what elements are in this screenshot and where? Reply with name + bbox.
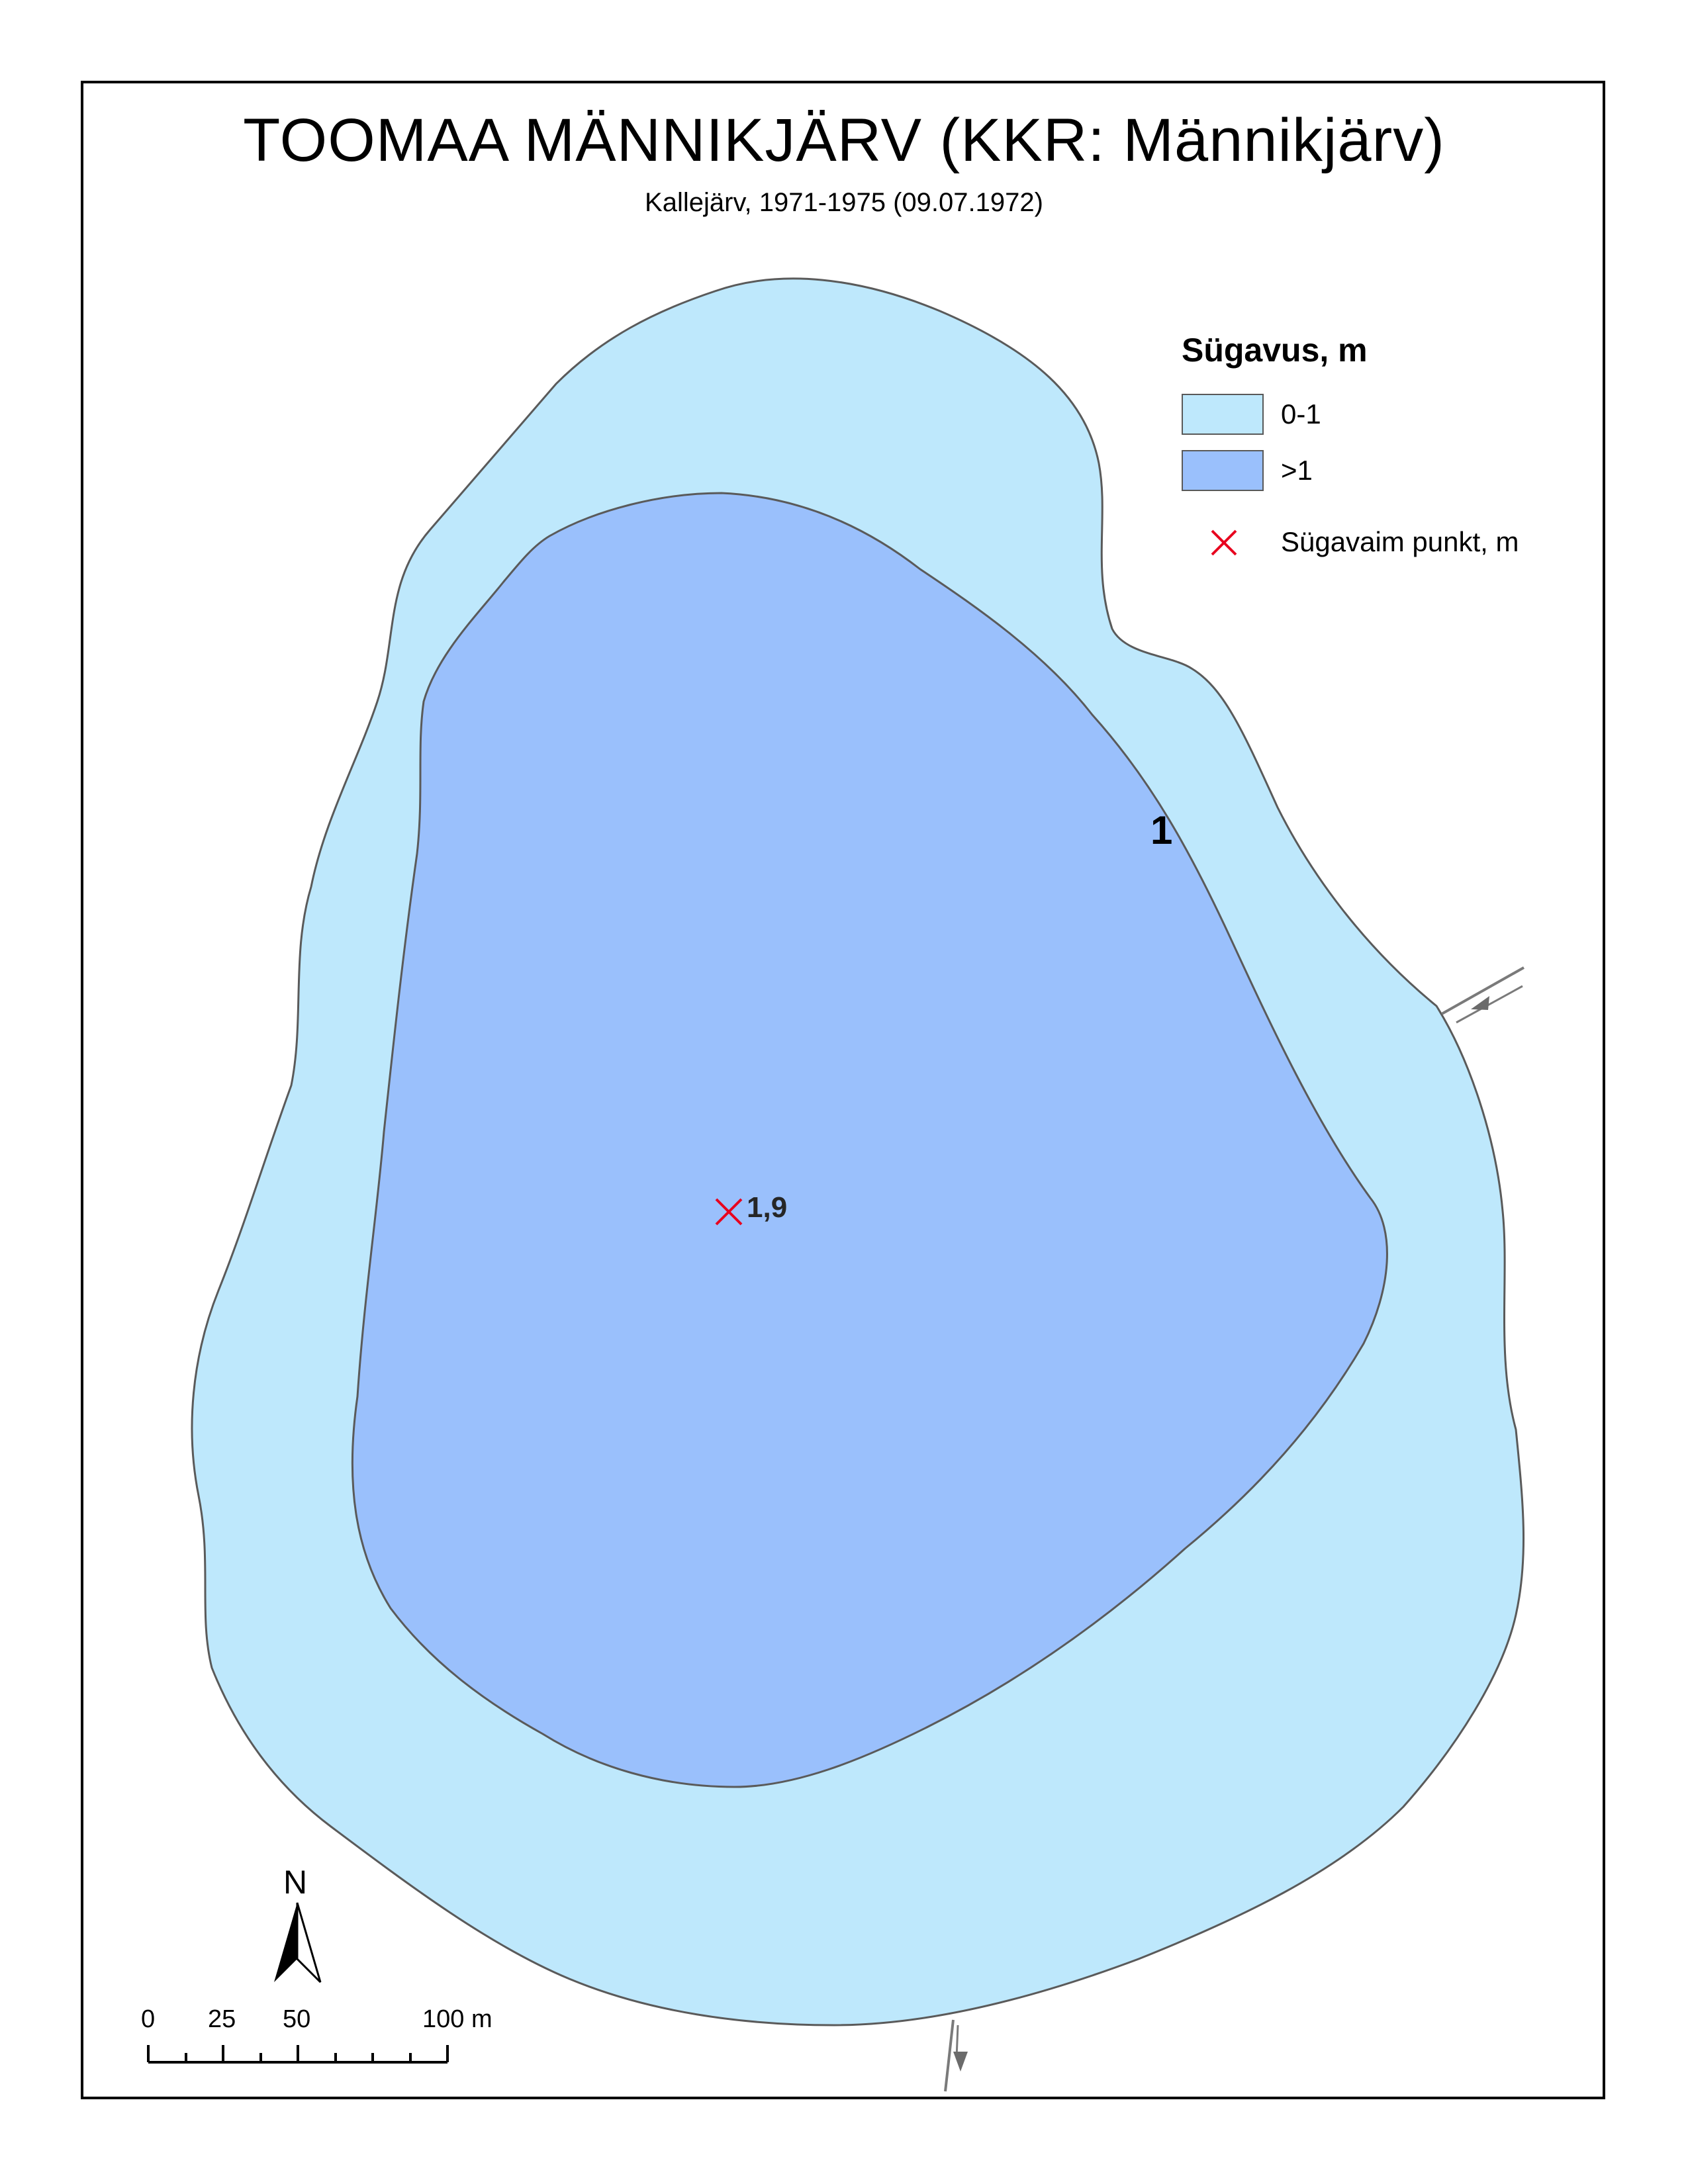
scale-label-50: 50 xyxy=(283,2005,311,2033)
outflow-arrow-icon xyxy=(953,2052,968,2071)
legend-label-deep: >1 xyxy=(1281,455,1313,486)
map-subtitle: Kallejärv, 1971-1975 (09.07.1972) xyxy=(645,188,1043,217)
legend-swatch-shallow xyxy=(1182,394,1264,435)
scale-label-100: 100 m xyxy=(422,2005,492,2033)
north-label: N xyxy=(283,1864,308,1901)
scale-label-25: 25 xyxy=(208,2005,236,2033)
max-depth-label: 1,9 xyxy=(747,1191,788,1224)
outflow-stream xyxy=(944,2019,955,2092)
inflow-stream xyxy=(1441,966,1524,1015)
legend-swatch-deep xyxy=(1182,450,1264,491)
deepest-point-marker xyxy=(715,1198,743,1226)
legend-label-deepest-point: Sügavaim punkt, m xyxy=(1281,526,1519,557)
legend-label-shallow: 0-1 xyxy=(1281,398,1321,430)
north-arrow-icon xyxy=(274,1902,322,1983)
scale-bar xyxy=(147,2045,449,2064)
lake-deep-zone xyxy=(351,492,1388,1788)
contour-label: 1 xyxy=(1150,808,1173,852)
inflow-arrow-icon xyxy=(1471,996,1489,1010)
map-title: TOOMAA MÄNNIKJÄRV (KKR: Männikjärv) xyxy=(243,107,1445,174)
legend-title: Sügavus, m xyxy=(1182,332,1368,369)
inflow-stream-bank xyxy=(1456,985,1523,1024)
scale-label-0: 0 xyxy=(141,2005,156,2033)
legend-deepest-point-icon xyxy=(1211,529,1237,556)
